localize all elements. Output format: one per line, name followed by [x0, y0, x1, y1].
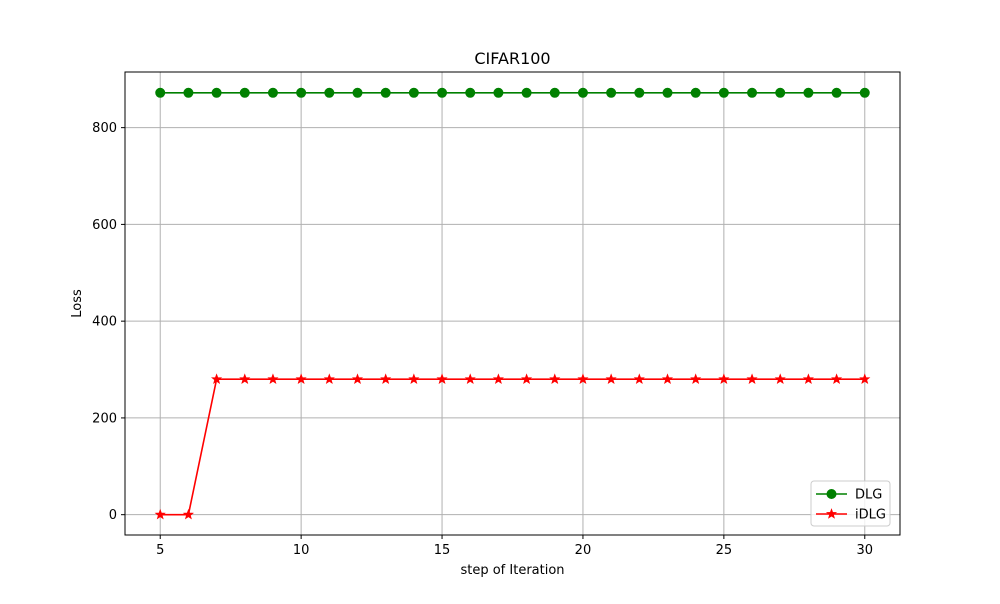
data-point	[324, 87, 335, 98]
data-point	[380, 373, 392, 384]
chart-title: CIFAR100	[474, 49, 550, 68]
plot-frame	[124, 71, 901, 536]
x-tick-label: 20	[575, 543, 592, 558]
y-tick-label: 0	[109, 508, 117, 523]
ticks: 5 10 15 20 25 30 0 200 400 600 800	[92, 121, 873, 558]
data-point	[577, 373, 589, 384]
data-point	[661, 373, 674, 384]
data-point	[352, 87, 363, 98]
data-point	[183, 87, 194, 98]
data-point	[521, 87, 532, 98]
data-point	[521, 373, 533, 384]
data-point	[154, 508, 166, 520]
x-tick-label: 5	[156, 543, 164, 558]
x-tick-label: 10	[293, 543, 310, 558]
data-point	[211, 87, 222, 98]
x-tick-label: 15	[434, 543, 451, 558]
x-tick-label: 30	[856, 543, 873, 558]
series-layer	[154, 87, 871, 520]
data-point	[464, 373, 476, 384]
data-point	[859, 373, 871, 384]
data-point	[492, 373, 504, 384]
data-point	[267, 373, 279, 384]
data-point	[211, 373, 223, 384]
data-point	[493, 87, 504, 98]
data-point	[155, 87, 166, 98]
data-point	[605, 373, 617, 384]
data-point	[859, 87, 870, 98]
data-point	[633, 373, 645, 384]
x-axis-label: step of Iteration	[460, 563, 564, 578]
data-point	[549, 373, 561, 384]
data-point	[831, 373, 843, 384]
legend-marker	[826, 489, 837, 499]
y-tick-label: 200	[92, 411, 117, 426]
data-point	[803, 87, 814, 98]
data-point	[718, 87, 729, 98]
y-tick-label: 400	[92, 315, 117, 330]
data-point	[295, 373, 307, 384]
series-line	[160, 378, 865, 516]
data-point	[662, 87, 673, 98]
data-point	[549, 87, 560, 98]
data-point	[296, 87, 307, 98]
data-point	[465, 87, 476, 98]
data-point	[408, 373, 420, 384]
data-point	[746, 373, 758, 384]
data-point	[380, 87, 391, 98]
data-point	[831, 87, 842, 98]
data-point	[690, 87, 701, 98]
data-point	[351, 373, 364, 384]
x-tick-label: 25	[716, 543, 733, 558]
data-point	[718, 373, 730, 384]
data-point	[577, 87, 588, 98]
y-tick-label: 600	[92, 218, 117, 233]
grid	[125, 72, 900, 535]
data-point	[239, 87, 250, 98]
series-idlg	[154, 373, 871, 520]
data-point	[323, 373, 335, 384]
data-point	[606, 87, 617, 98]
y-tick-label: 800	[92, 121, 117, 136]
legend-label: iDLG	[855, 508, 886, 523]
data-point	[774, 373, 786, 384]
data-point	[436, 373, 448, 384]
data-point	[267, 87, 278, 98]
data-point	[775, 87, 786, 98]
y-axis-label: Loss	[70, 289, 85, 318]
data-point	[802, 373, 814, 384]
legend-marker	[825, 508, 838, 519]
data-point	[747, 87, 758, 98]
data-point	[634, 87, 645, 98]
legend-item-idlg: iDLG	[816, 508, 886, 523]
legend-item-dlg: DLG	[816, 488, 882, 503]
legend: DLG iDLG	[810, 480, 891, 527]
data-point	[239, 373, 251, 384]
data-point	[690, 373, 702, 384]
data-point	[408, 87, 419, 98]
data-point	[437, 87, 448, 98]
series-dlg	[155, 87, 870, 98]
data-point	[182, 508, 194, 520]
legend-label: DLG	[855, 488, 882, 503]
